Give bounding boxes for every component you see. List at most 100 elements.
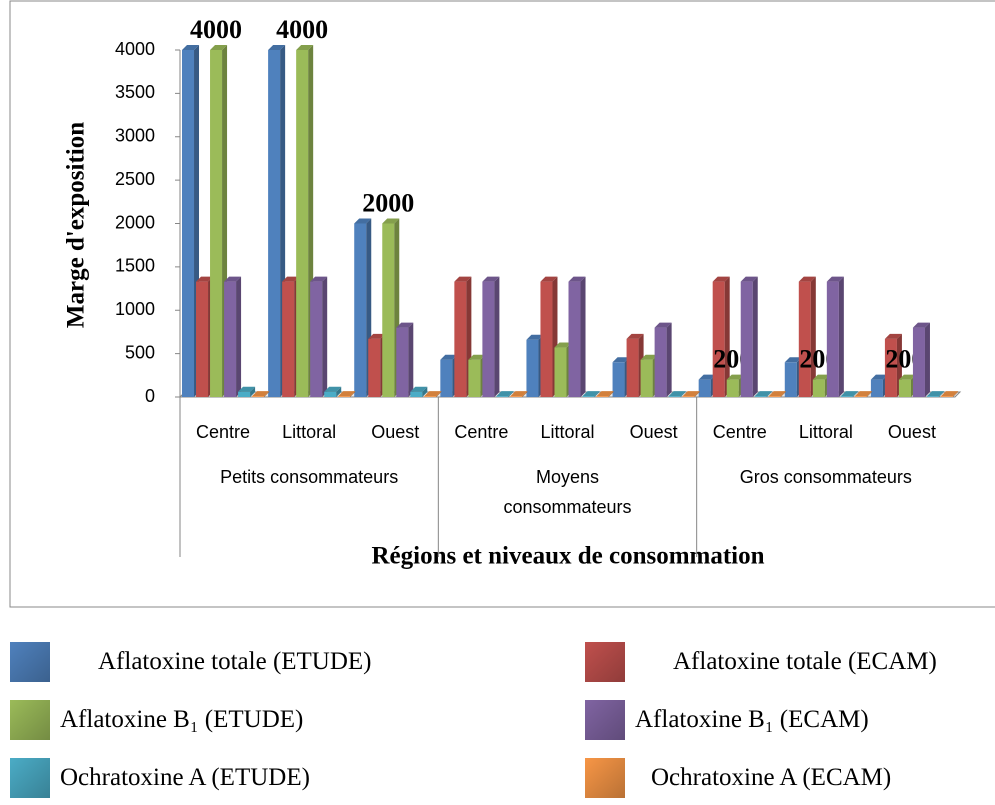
bar-front bbox=[282, 281, 295, 397]
bar-front bbox=[754, 396, 767, 397]
bar-front bbox=[252, 396, 265, 397]
bar-front bbox=[510, 396, 523, 397]
bar-front bbox=[338, 396, 351, 397]
bar-top bbox=[926, 391, 944, 397]
chart-border bbox=[9, 0, 995, 608]
bar bbox=[238, 386, 256, 397]
bar-top bbox=[324, 386, 342, 392]
x-tick-label: Littoral bbox=[799, 422, 853, 442]
bar-top bbox=[640, 354, 658, 360]
bar-side bbox=[866, 391, 872, 397]
bar-side bbox=[322, 276, 328, 397]
bar-front bbox=[496, 396, 509, 397]
bar-front bbox=[382, 223, 395, 397]
bar-front bbox=[784, 362, 797, 397]
bar bbox=[668, 391, 686, 397]
bar bbox=[854, 391, 872, 397]
bar-front bbox=[640, 359, 653, 397]
bar-front bbox=[482, 281, 495, 397]
bar-top bbox=[224, 276, 242, 282]
bar bbox=[840, 391, 858, 397]
bar-top bbox=[210, 45, 228, 50]
bar-side bbox=[666, 322, 672, 397]
bar-side bbox=[580, 276, 586, 397]
bar bbox=[424, 391, 442, 397]
bar-front bbox=[196, 281, 209, 397]
bar-top bbox=[596, 391, 614, 397]
bar-front bbox=[268, 50, 281, 397]
x-tick-label: Centre bbox=[196, 422, 250, 442]
bar-front bbox=[682, 396, 695, 397]
bar bbox=[510, 391, 528, 397]
bar-front bbox=[440, 359, 453, 397]
x-tick-label: Centre bbox=[713, 422, 767, 442]
bar-side bbox=[752, 276, 758, 397]
bar-front bbox=[224, 281, 237, 397]
x-tick-label: Centre bbox=[454, 422, 508, 442]
data-label: 2000 bbox=[362, 188, 414, 217]
bar-top bbox=[554, 342, 572, 348]
bar-top bbox=[526, 334, 544, 340]
data-label: 4000 bbox=[190, 15, 242, 44]
bar-side bbox=[724, 276, 730, 397]
group-label: Petits consommateurs bbox=[220, 467, 399, 487]
y-tick-label: 2500 bbox=[115, 169, 155, 189]
bar-front bbox=[654, 327, 667, 397]
bar-top bbox=[338, 391, 356, 397]
x-tick-label: Ouest bbox=[888, 422, 936, 442]
legend-label: Aflatoxine B₁ (ECAM) bbox=[635, 706, 869, 733]
bar-top bbox=[682, 391, 700, 397]
bar-top bbox=[698, 374, 716, 380]
bar bbox=[354, 218, 372, 397]
bar bbox=[224, 276, 242, 397]
bar-side bbox=[264, 391, 270, 397]
bar-side bbox=[408, 322, 414, 397]
bar-front bbox=[626, 338, 639, 397]
bar-front bbox=[324, 391, 337, 397]
bar-top bbox=[182, 45, 200, 50]
bar-side bbox=[336, 386, 342, 397]
bar-front bbox=[354, 223, 367, 397]
legend-swatch bbox=[585, 642, 625, 682]
bar-top bbox=[268, 45, 286, 50]
bar-front bbox=[798, 281, 811, 397]
group-label: Gros consommateurs bbox=[739, 467, 912, 487]
bar-top bbox=[310, 276, 328, 282]
bar-top bbox=[840, 391, 858, 397]
bar-top bbox=[654, 322, 672, 328]
bar-top bbox=[582, 391, 600, 397]
bar-top bbox=[238, 386, 256, 392]
bar bbox=[768, 391, 786, 397]
bar-top bbox=[282, 276, 300, 282]
bar-front bbox=[926, 396, 939, 397]
bar-front bbox=[368, 338, 381, 397]
bar bbox=[912, 322, 930, 397]
bar bbox=[596, 391, 614, 397]
bar-top bbox=[898, 374, 916, 380]
bar-front bbox=[854, 396, 867, 397]
bar-top bbox=[768, 391, 786, 397]
bar-side bbox=[436, 391, 442, 397]
bar-front bbox=[812, 379, 825, 397]
bar-front bbox=[526, 339, 539, 397]
legend-item: Aflatoxine totale (ECAM) bbox=[585, 640, 937, 684]
y-tick-label: 3000 bbox=[115, 126, 155, 146]
bar-top bbox=[740, 276, 758, 282]
bar-top bbox=[296, 45, 314, 50]
bar-top bbox=[440, 354, 458, 360]
bar-side bbox=[953, 391, 958, 397]
bar-front bbox=[596, 396, 609, 397]
bar bbox=[382, 218, 400, 397]
bar-front bbox=[826, 281, 839, 397]
bar-front bbox=[698, 379, 711, 397]
bar-front bbox=[296, 50, 309, 397]
bar-top bbox=[798, 276, 816, 282]
bar bbox=[940, 391, 958, 397]
x-tick-label: Littoral bbox=[540, 422, 594, 442]
bar-top bbox=[870, 374, 888, 380]
bar-side bbox=[250, 386, 256, 397]
bar-side bbox=[608, 391, 614, 397]
bar bbox=[654, 322, 672, 397]
bar-side bbox=[350, 391, 356, 397]
bar bbox=[410, 386, 428, 397]
